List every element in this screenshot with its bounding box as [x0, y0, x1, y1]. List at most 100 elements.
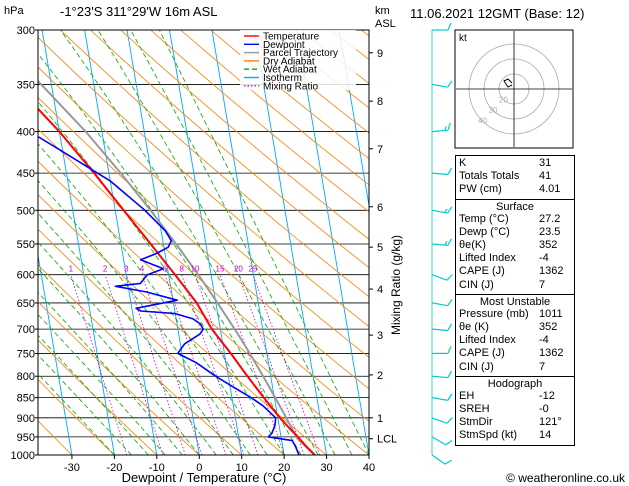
mixing-ratio-line: [164, 274, 227, 455]
dry-adiabat-line: [38, 264, 242, 455]
mixing-ratio-label: 4: [140, 265, 145, 274]
dry-adiabat-line: [38, 301, 200, 455]
legend-entry: Dry Adiabat: [263, 56, 315, 67]
height-tick-label: 3: [377, 330, 383, 342]
temperature-profile: [38, 107, 316, 455]
index-row: SREH -0: [459, 403, 571, 416]
dry-adiabat-line: [120, 30, 369, 240]
wet-adiabat-line: [158, 30, 369, 455]
wet-adiabat-line: [38, 267, 200, 455]
mixing-ratio-line: [252, 274, 321, 455]
pressure-tick-label: 350: [17, 79, 35, 91]
index-row: K 31: [459, 157, 571, 170]
index-label: Totals Totals: [459, 170, 520, 183]
mixing-ratio-label: 15: [216, 265, 225, 274]
index-value: 1362: [539, 265, 564, 278]
index-label: θe(K): [459, 239, 486, 252]
wind-barb: [432, 346, 452, 354]
temperature-tick-label: 0: [196, 462, 202, 474]
index-row: PW (cm) 4.01: [459, 183, 571, 196]
dry-adiabat-line: [90, 30, 369, 269]
index-label: Temp (°C): [459, 212, 509, 225]
index-row: StmDir 121°: [459, 416, 571, 429]
top-indices: K 31 Totals Totals 41 PW (cm) 4.01: [456, 156, 574, 200]
wind-barb: [431, 370, 453, 379]
wind-barb: [431, 323, 453, 332]
index-label: Dewp (°C): [459, 225, 510, 238]
index-row: θe (K) 352: [459, 321, 571, 334]
height-tick-label: 6: [377, 202, 383, 214]
wind-barb: [431, 393, 453, 401]
wind-barb: [432, 22, 452, 31]
location-title: -1°23'S 311°29'W 16m ASL: [60, 4, 218, 19]
index-label: Pressure (mb): [459, 307, 529, 320]
wet-adiabat-line: [60, 30, 319, 455]
legend-background: [240, 30, 356, 90]
index-row: Temp (°C) 27.2: [459, 213, 571, 226]
credit: © weatheronline.co.uk: [506, 471, 626, 485]
temperature-tick-label: -10: [149, 462, 165, 474]
wet-adiabat-line: [38, 143, 268, 455]
pressure-tick-label: 750: [17, 348, 35, 360]
index-row: CIN (J) 7: [459, 279, 571, 292]
isotherm-line: [296, 30, 369, 455]
pressure-tick-label: 800: [17, 371, 35, 383]
wet-adiabat-line: [38, 291, 183, 455]
isotherm-line: [84, 30, 158, 455]
dry-adiabat-line: [210, 30, 369, 160]
index-row: Pressure (mb) 1011: [459, 308, 571, 321]
hodograph-ring-label: 20: [499, 96, 508, 105]
index-value: 41: [539, 170, 552, 183]
wet-adiabat-line: [38, 180, 251, 455]
index-value: -0: [539, 403, 549, 416]
index-label: Lifted Index: [459, 252, 516, 265]
mixing-ratio-label: 6: [163, 265, 168, 274]
index-row: CAPE (J) 1362: [459, 347, 571, 360]
wind-barb: [431, 122, 451, 133]
dry-adiabat-line: [38, 228, 285, 455]
temperature-tick-label: 10: [236, 462, 248, 474]
hodograph-ring-label: 30: [489, 106, 498, 115]
mixing-ratio-line: [181, 274, 245, 455]
datetime-title: 11.06.2021 12GMT (Base: 12): [410, 6, 584, 21]
mixing-ratio-line: [126, 274, 186, 455]
pressure-tick-label: 550: [17, 239, 35, 251]
wet-adiabat-line: [130, 30, 353, 455]
index-value: -4: [539, 252, 549, 265]
mixing-ratio-label: 2: [103, 265, 108, 274]
isotherm-line: [41, 30, 115, 455]
mixing-ratio-label: 1: [69, 265, 74, 274]
temperature-tick-label: -20: [106, 462, 122, 474]
dry-adiabat-line: [38, 160, 369, 455]
index-label: StmSpd (kt): [459, 429, 518, 442]
height-tick-label: 9: [377, 48, 383, 60]
wind-barb: [431, 167, 453, 176]
pressure-tick-label: 500: [17, 205, 35, 217]
dry-adiabat-line: [38, 36, 369, 328]
index-label: CAPE (J): [459, 347, 505, 360]
pressure-tick-label: 650: [17, 298, 35, 310]
indices-table: K 31 Totals Totals 41 PW (cm) 4.01 Surface Te…: [455, 155, 575, 446]
index-value: 27.2: [539, 212, 561, 225]
wet-adiabat-line: [97, 30, 336, 455]
plot-frame: [37, 29, 370, 456]
mixing-ratio-label: 20: [234, 265, 243, 274]
index-value: -4: [539, 334, 549, 347]
mixing-ratio-line: [104, 274, 164, 455]
index-label: Lifted Index: [459, 334, 516, 347]
wind-barb: [431, 298, 453, 307]
index-value: 1011: [539, 307, 563, 320]
asl-unit-label: ASL: [375, 18, 396, 30]
legend-entry: Dewpoint: [263, 40, 305, 51]
pressure-tick-label: 950: [17, 432, 35, 444]
pressure-tick-label: 600: [17, 270, 35, 282]
wind-barb: [431, 436, 453, 446]
legend-entry: Temperature: [263, 32, 320, 43]
legend-entry: Isotherm: [263, 73, 302, 84]
index-row: Lifted Index -4: [459, 252, 571, 265]
wet-adiabat-line: [38, 241, 217, 455]
index-label: CIN (J): [459, 278, 494, 291]
dry-adiabat-line: [38, 66, 369, 358]
